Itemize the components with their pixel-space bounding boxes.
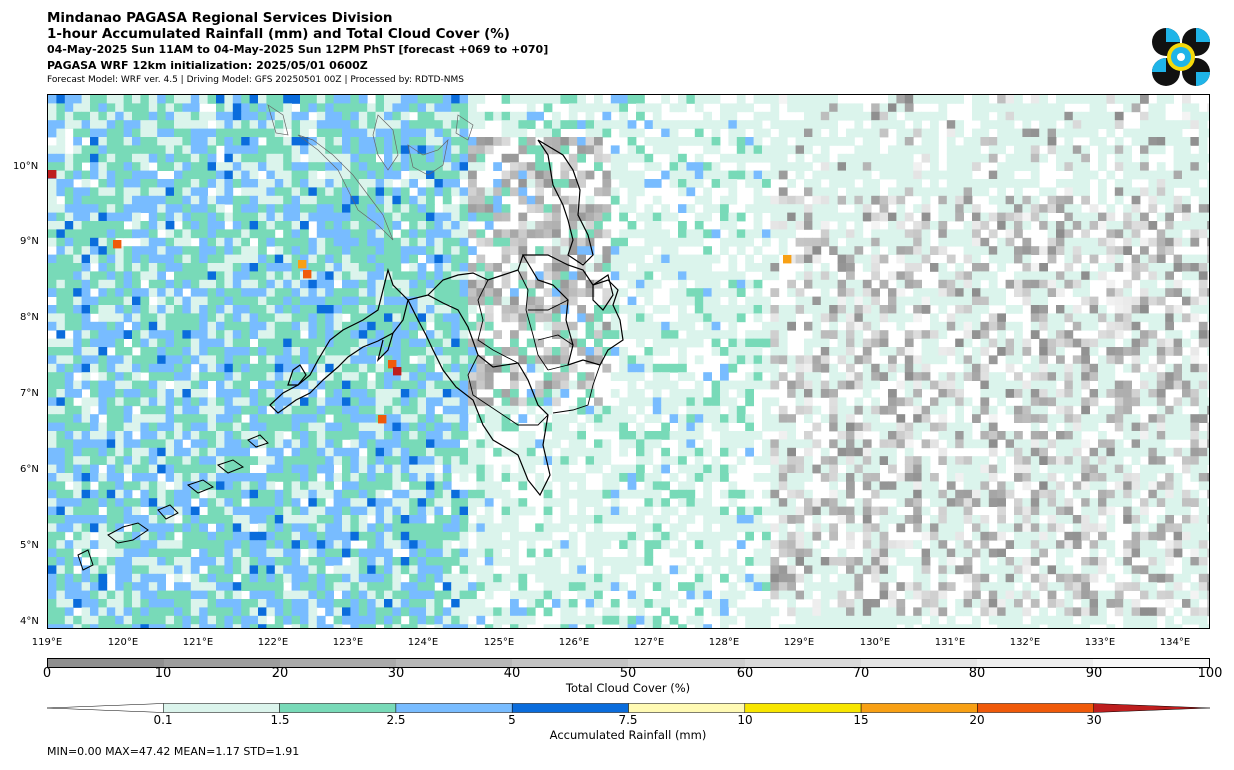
- rainfall-colorbar-segment: [511, 703, 629, 713]
- rain-tick-1-5: 1.5: [270, 713, 290, 727]
- islands-visayas: [267, 104, 474, 241]
- pagasa-logo: [1150, 26, 1212, 88]
- lon-label-134e: 134°E: [1159, 637, 1191, 648]
- rainfall-colorbar-title: Accumulated Rainfall (mm): [549, 728, 707, 742]
- cloud-colorbar-segment: [628, 659, 745, 667]
- rain-tick-7-5: 7.5: [618, 713, 638, 727]
- cloud-colorbar-segment: [1092, 659, 1209, 667]
- map-title: Mindanao PAGASA Regional Services Divisi…: [47, 10, 393, 26]
- cloud-tick-30: 30: [387, 666, 405, 681]
- lat-label-7n: 7°N: [20, 388, 39, 399]
- cloud-tick-10: 10: [154, 666, 172, 681]
- admin-boundaries: [467, 269, 601, 426]
- lat-label-4n: 4°N: [20, 616, 39, 627]
- lon-label-122e: 122°E: [257, 637, 289, 648]
- rainfall-colorbar-segment: [628, 703, 746, 713]
- lon-label-130e: 130°E: [859, 637, 891, 648]
- lon-label-120e: 120°E: [107, 637, 139, 648]
- rain-tick-20: 20: [969, 713, 985, 727]
- map-canvas: [48, 95, 1209, 628]
- cloud-tick-100: 100: [1197, 666, 1223, 681]
- lon-label-121e: 121°E: [182, 637, 214, 648]
- model-initialization: PAGASA WRF 12km initialization: 2025/05/…: [47, 59, 368, 72]
- coastline-mindanao: [269, 139, 624, 497]
- islands-sulu-archipelago: [77, 434, 269, 571]
- cloud-colorbar-segment: [280, 659, 397, 667]
- cloud-tick-60: 60: [736, 666, 754, 681]
- lat-label-8n: 8°N: [20, 312, 39, 323]
- rainfall-colorbar: [47, 703, 1210, 713]
- rain-tick-5: 5: [508, 713, 516, 727]
- lon-label-125e: 125°E: [483, 637, 515, 648]
- rain-tick-30: 30: [1086, 713, 1102, 727]
- rain-tick-15: 15: [853, 713, 869, 727]
- rainfall-cloud-map: [47, 94, 1210, 629]
- map-subtitle: 1-hour Accumulated Rainfall (mm) and Tot…: [47, 26, 510, 42]
- cloud-colorbar-segment: [512, 659, 629, 667]
- lon-label-127e: 127°E: [633, 637, 665, 648]
- cloud-colorbar-segment: [48, 659, 165, 667]
- lat-label-9n: 9°N: [20, 236, 39, 247]
- rain-tick-0-1: 0.1: [153, 713, 173, 727]
- rainfall-colorbar-segment: [279, 703, 397, 713]
- lon-label-131e: 131°E: [934, 637, 966, 648]
- rainfall-colorbar-segment: [1093, 703, 1210, 713]
- rain-tick-10: 10: [737, 713, 753, 727]
- cloud-colorbar-segment: [744, 659, 861, 667]
- lon-label-133e: 133°E: [1084, 637, 1116, 648]
- rainfall-colorbar-segment: [860, 703, 978, 713]
- lon-label-126e: 126°E: [558, 637, 590, 648]
- rain-tick-2-5: 2.5: [386, 713, 406, 727]
- cloud-colorbar-segment: [396, 659, 513, 667]
- cloud-tick-40: 40: [503, 666, 521, 681]
- lon-label-119e: 119°E: [31, 637, 63, 648]
- lat-label-5n: 5°N: [20, 540, 39, 551]
- valid-period: 04-May-2025 Sun 11AM to 04-May-2025 Sun …: [47, 43, 549, 56]
- rainfall-colorbar-segment: [977, 703, 1094, 713]
- cloud-cover-colorbar: [47, 658, 1210, 668]
- cloud-tick-0: 0: [42, 666, 52, 681]
- lon-label-129e: 129°E: [783, 637, 815, 648]
- model-info: Forecast Model: WRF ver. 4.5 | Driving M…: [47, 75, 464, 85]
- cloud-colorbar-segment: [976, 659, 1093, 667]
- cloud-colorbar-segment: [860, 659, 977, 667]
- lon-label-132e: 132°E: [1009, 637, 1041, 648]
- forecast-grid: [48, 95, 1209, 628]
- rainfall-colorbar-segment: [744, 703, 862, 713]
- cloud-tick-50: 50: [619, 666, 637, 681]
- lon-label-128e: 128°E: [708, 637, 740, 648]
- rainfall-colorbar-segment: [395, 703, 513, 713]
- lat-label-10n: 10°N: [13, 161, 39, 172]
- rainfall-colorbar-segment: [163, 703, 280, 713]
- cloud-colorbar-title: Total Cloud Cover (%): [565, 681, 691, 695]
- rainfall-colorbar-segment: [47, 703, 164, 713]
- lat-label-6n: 6°N: [20, 464, 39, 475]
- cloud-tick-80: 80: [968, 666, 986, 681]
- rainfall-statistics: MIN=0.00 MAX=47.42 MEAN=1.17 STD=1.91: [47, 745, 300, 758]
- cloud-tick-70: 70: [852, 666, 870, 681]
- lon-label-124e: 124°E: [407, 637, 439, 648]
- cloud-colorbar-segment: [164, 659, 281, 667]
- cloud-tick-20: 20: [271, 666, 289, 681]
- cloud-tick-90: 90: [1085, 666, 1103, 681]
- lon-label-123e: 123°E: [332, 637, 364, 648]
